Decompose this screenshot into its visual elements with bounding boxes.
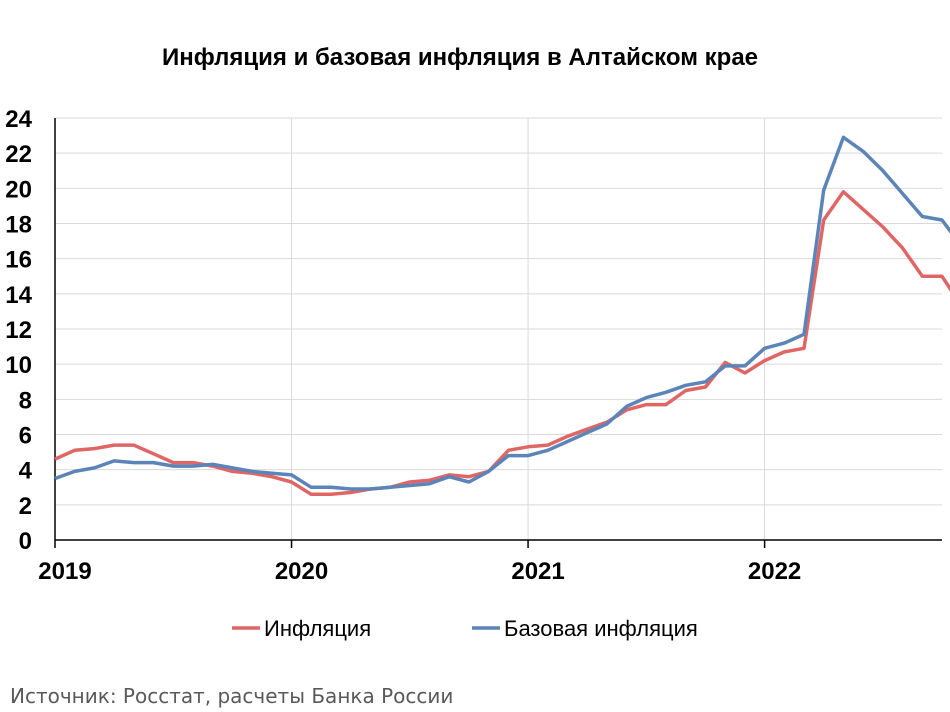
y-tick-label: 4 bbox=[19, 458, 33, 485]
x-tick-label: 2022 bbox=[748, 558, 801, 585]
series-layer bbox=[54, 135, 950, 497]
y-tick-label: 16 bbox=[5, 247, 32, 274]
y-tick-label: 10 bbox=[5, 352, 32, 379]
legend-label: Базовая инфляция bbox=[504, 616, 698, 641]
y-tick-label: 14 bbox=[5, 282, 32, 309]
x-tick-label: 2020 bbox=[275, 558, 328, 585]
grid-layer bbox=[54, 117, 942, 541]
y-tick-label: 18 bbox=[5, 212, 32, 239]
legend: Инфляция Базовая инфляция bbox=[232, 616, 698, 641]
x-tick-label: 2019 bbox=[38, 558, 91, 585]
y-tick-label: 6 bbox=[19, 423, 32, 450]
legend-label: Инфляция bbox=[264, 616, 371, 641]
source-note: Источник: Росстат, расчеты Банка России bbox=[10, 684, 454, 708]
x-tick-label: 2021 bbox=[511, 558, 564, 585]
y-tick-label: 22 bbox=[5, 141, 32, 168]
y-tick-label: 12 bbox=[5, 317, 32, 344]
y-tick-label: 24 bbox=[5, 106, 32, 133]
y-tick-label: 0 bbox=[19, 528, 32, 555]
y-tick-label: 20 bbox=[5, 176, 32, 203]
chart-title: Инфляция и базовая инфляция в Алтайском … bbox=[161, 44, 759, 71]
series-line-1 bbox=[54, 135, 950, 491]
y-tick-label: 8 bbox=[19, 387, 32, 414]
y-tick-label: 2 bbox=[19, 493, 32, 520]
